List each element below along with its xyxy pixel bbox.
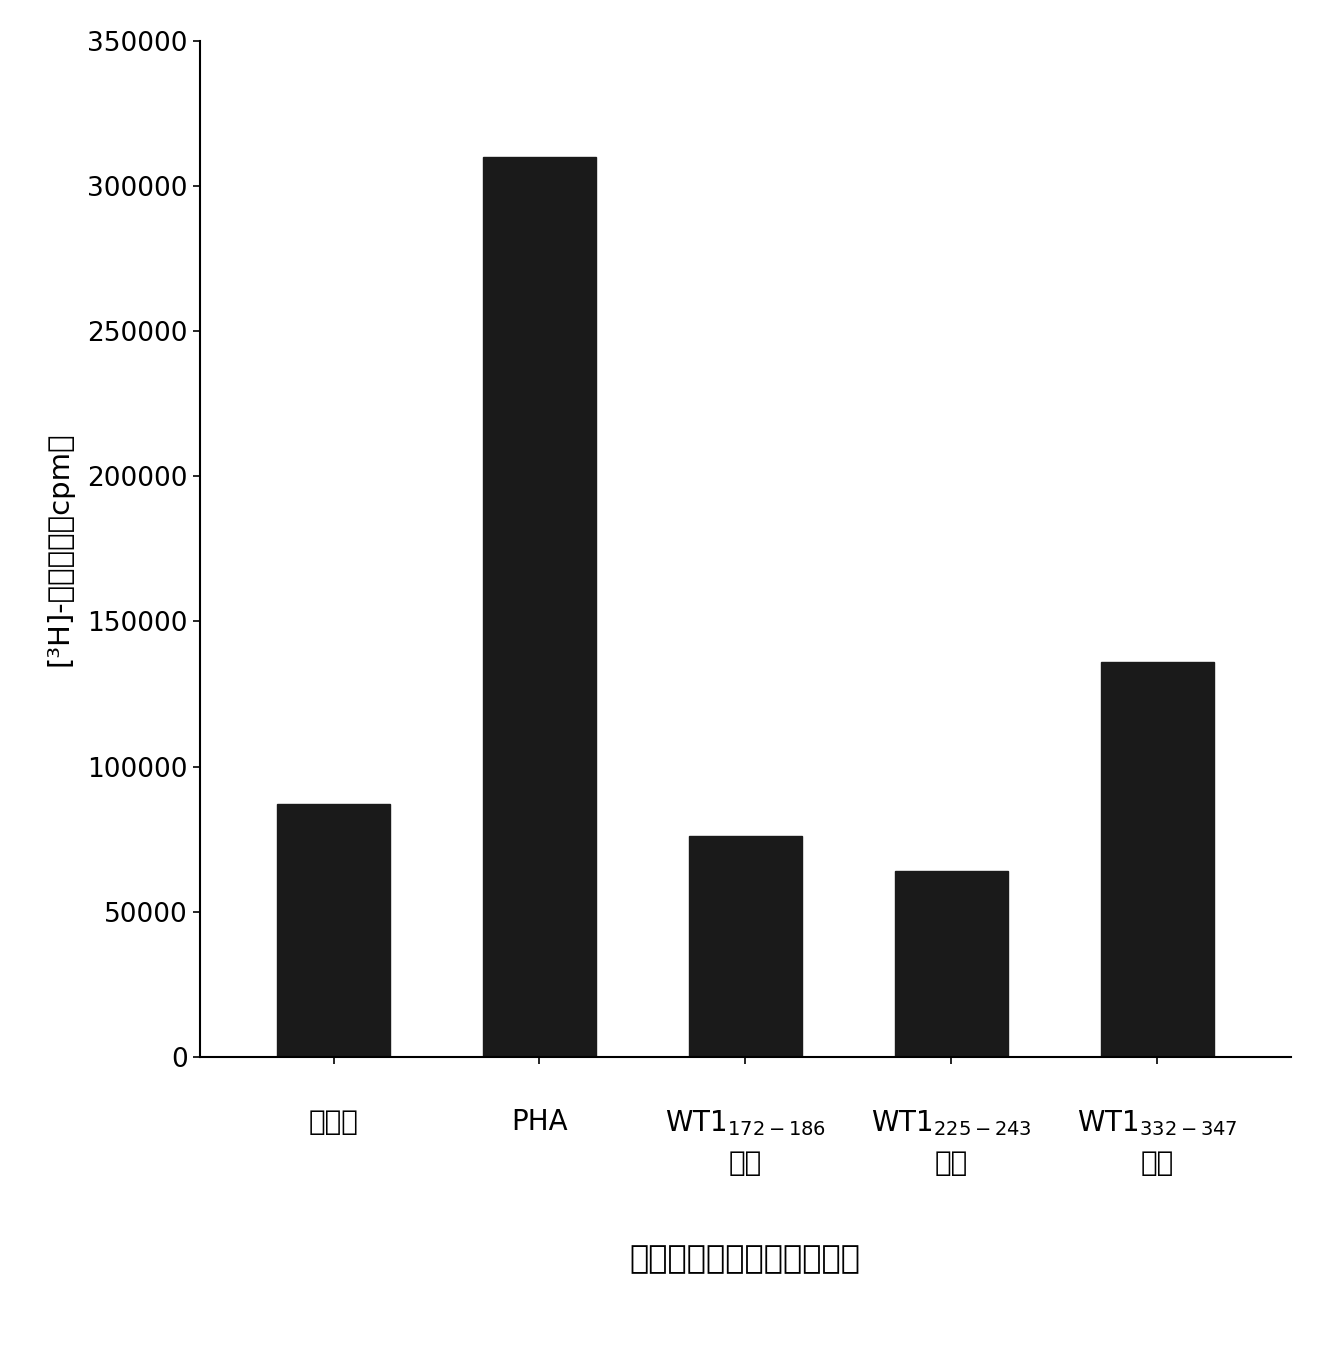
Text: 未处理: 未处理 bbox=[309, 1108, 358, 1135]
X-axis label: 用于刺激的树突细胞的处理: 用于刺激的树突细胞的处理 bbox=[630, 1244, 861, 1275]
Bar bbox=[894, 871, 1008, 1057]
Bar bbox=[277, 805, 390, 1057]
Bar bbox=[688, 836, 803, 1057]
Bar bbox=[483, 157, 596, 1057]
Text: WT1$_{172-186}$
刺激: WT1$_{172-186}$ 刺激 bbox=[664, 1108, 827, 1176]
Text: PHA: PHA bbox=[511, 1108, 568, 1135]
Text: WT1$_{225-243}$
刺激: WT1$_{225-243}$ 刺激 bbox=[870, 1108, 1032, 1176]
Y-axis label: [³H]-胸苷摄入（cpm）: [³H]-胸苷摄入（cpm） bbox=[45, 431, 73, 667]
Text: WT1$_{332-347}$
刺激: WT1$_{332-347}$ 刺激 bbox=[1077, 1108, 1238, 1176]
Bar bbox=[1101, 663, 1214, 1057]
